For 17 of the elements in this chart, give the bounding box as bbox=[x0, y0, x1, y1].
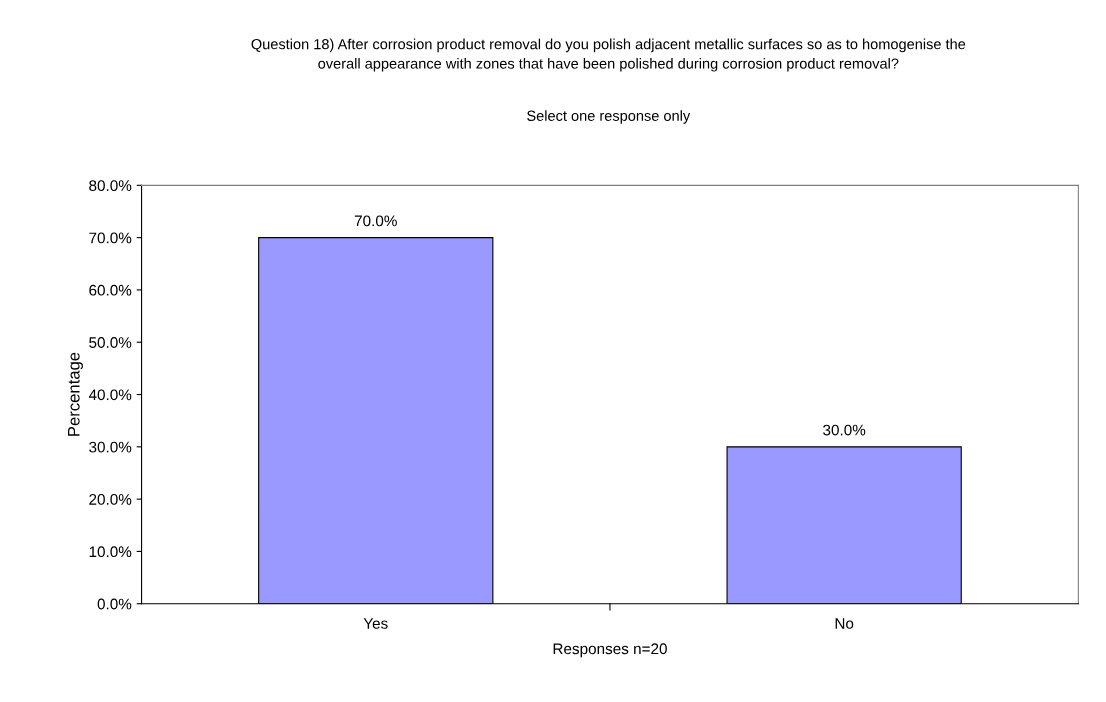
y-tick-label: 60.0% bbox=[89, 284, 132, 296]
data-label: 70.0% bbox=[354, 215, 397, 227]
y-tick-label: 30.0% bbox=[89, 441, 132, 453]
y-tick-label: 10.0% bbox=[89, 546, 132, 558]
chart-title: Question 18) After corrosion product removal do you polish adjacent metallic surfaces so as to homogenise the overall appearance with zones that have been polished during corrosion product removal? bbox=[251, 38, 966, 72]
y-tick-label: 0.0% bbox=[97, 598, 132, 610]
chart-subtitle: Select one response only bbox=[527, 110, 691, 124]
y-tick-label: 40.0% bbox=[88, 389, 132, 401]
data-label: 30.0% bbox=[823, 424, 866, 436]
y-tick-label: 80.0% bbox=[89, 180, 132, 192]
x-tick-label: No bbox=[835, 618, 854, 629]
x-tick-label: Yes bbox=[363, 618, 388, 629]
y-axis-title: Percentage bbox=[68, 352, 83, 436]
x-axis-title: Responses n=20 bbox=[553, 643, 667, 658]
y-tick-label: 70.0% bbox=[89, 232, 132, 244]
y-tick-label: 20.0% bbox=[89, 493, 132, 505]
y-tick-label: 50.0% bbox=[89, 337, 132, 348]
